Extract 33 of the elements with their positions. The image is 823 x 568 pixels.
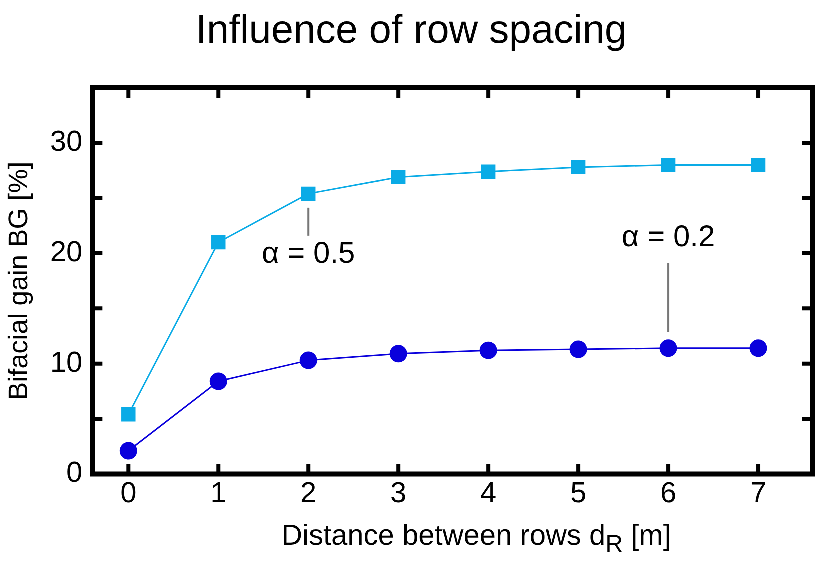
point <box>571 160 586 175</box>
y-tick-label: 10 <box>50 346 83 379</box>
y-tick-label: 30 <box>50 126 83 158</box>
point <box>122 408 136 422</box>
point <box>300 352 318 370</box>
point <box>120 442 138 460</box>
x-tick-label: 5 <box>570 478 587 510</box>
point <box>210 372 228 390</box>
x-tick-label: 0 <box>120 478 137 510</box>
point <box>750 340 768 358</box>
point <box>570 340 588 358</box>
series-label: α = 0.5 <box>262 237 356 270</box>
x-tick-label: 3 <box>390 478 407 510</box>
point <box>212 235 226 250</box>
x-tick-label: 6 <box>660 478 677 510</box>
x-tick-label: 7 <box>750 478 767 510</box>
y-tick-label: 0 <box>66 457 83 490</box>
point <box>390 345 408 363</box>
point <box>391 170 406 184</box>
y-tick-label: 20 <box>50 236 83 269</box>
x-tick-label: 1 <box>210 478 227 510</box>
x-axis-title: Distance between rows d$_{R}$ [m] <box>280 520 672 559</box>
point <box>661 158 676 172</box>
point <box>751 158 766 172</box>
x-tick-label: 2 <box>300 478 317 510</box>
y-axis-title: Bifacial gain BG [%] <box>4 162 34 400</box>
chart-title: Influence of row spacing <box>194 8 628 53</box>
x-tick-label: 4 <box>480 478 497 510</box>
point <box>301 186 316 202</box>
point <box>481 164 496 179</box>
text: α = 0.2 <box>622 220 716 254</box>
point <box>660 340 678 358</box>
point <box>480 342 498 360</box>
